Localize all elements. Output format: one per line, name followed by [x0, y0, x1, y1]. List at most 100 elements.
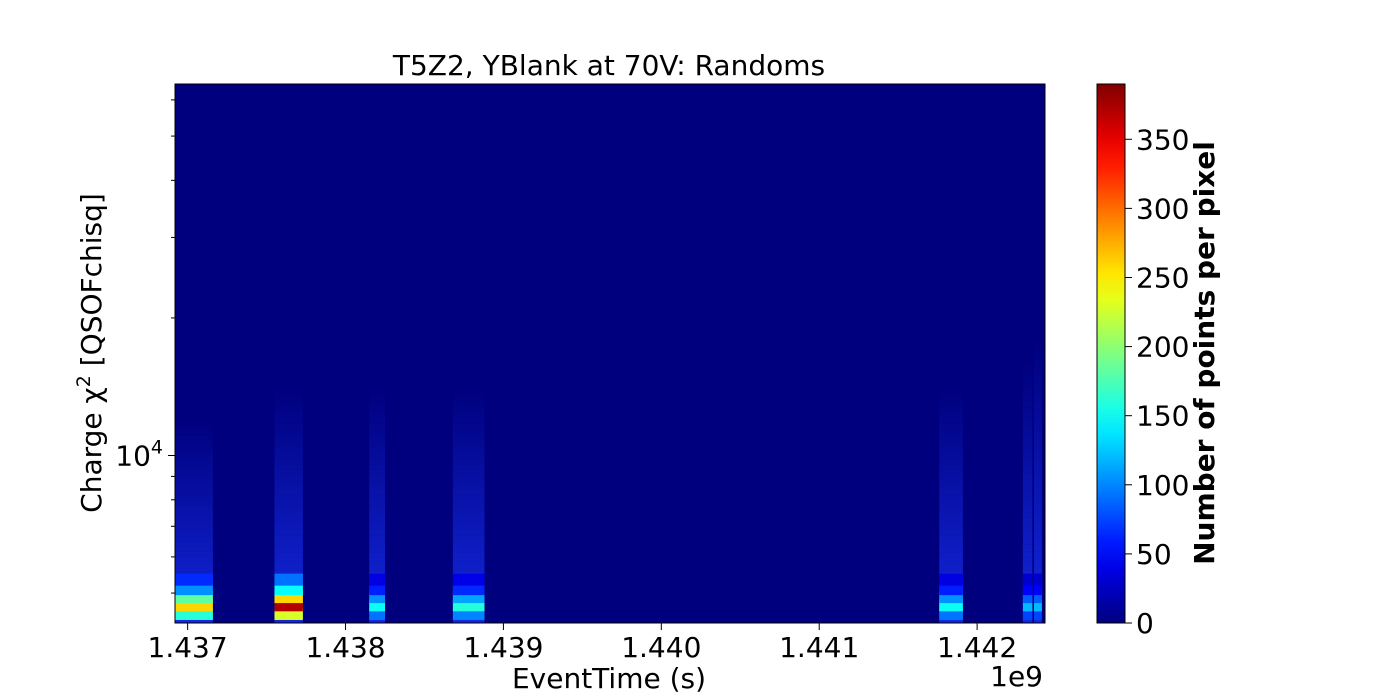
heatmap-cell [1022, 583, 1033, 596]
heatmap-cell [1022, 573, 1033, 586]
heatmap-cell [274, 429, 303, 436]
heatmap-cell [1033, 495, 1042, 503]
heatmap-cell [274, 418, 303, 424]
heatmap-cell [939, 464, 963, 471]
heatmap-cell [274, 617, 303, 623]
heatmap-cell [369, 395, 385, 401]
heatmap-cell [369, 573, 385, 586]
heatmap-cell [369, 400, 385, 407]
heatmap-cell [1022, 512, 1033, 519]
heatmap-cell [1022, 420, 1033, 428]
heatmap-cell [1022, 591, 1033, 604]
heatmap-cell [452, 552, 485, 559]
heatmap-cell [175, 434, 213, 440]
heatmap-cell [1022, 388, 1033, 395]
chart-title: T5Z2, YBlank at 70V: Randoms [392, 49, 825, 82]
heatmap-cell [1022, 551, 1033, 558]
heatmap-cell [1022, 599, 1033, 612]
heatmap-cell [274, 412, 303, 419]
heatmap-cell [274, 488, 303, 495]
heatmap-cell [452, 423, 485, 430]
heatmap-cell [452, 429, 485, 436]
heatmap-cell [274, 535, 303, 542]
heatmap-cell [175, 500, 213, 506]
heatmap-cell [1022, 381, 1033, 389]
heatmap-cell [274, 517, 303, 524]
heatmap-cell [369, 583, 385, 596]
heatmap-cell [939, 470, 963, 477]
heatmap-cell [1022, 466, 1033, 474]
heatmap-cell [369, 418, 385, 424]
heatmap-cell [369, 441, 385, 448]
heatmap-cell [939, 552, 963, 559]
heatmap-cell [1034, 346, 1042, 353]
heatmap-cell [175, 444, 213, 450]
heatmap-cell [452, 447, 485, 454]
heatmap-cell [274, 558, 303, 565]
heatmap-cell [452, 459, 485, 465]
heatmap-cell [1022, 492, 1033, 500]
heatmap-cell [452, 482, 485, 489]
heatmap-cell [939, 453, 963, 460]
heatmap-cell [369, 447, 385, 454]
heatmap-cell [1033, 599, 1042, 612]
heatmap-cell [939, 423, 963, 430]
heatmap-cell [175, 551, 213, 557]
heatmap-cell [369, 453, 385, 460]
heatmap-cell [452, 564, 485, 571]
heatmap-cell [274, 500, 303, 506]
heatmap-cell [452, 535, 485, 542]
heatmap-cell [274, 494, 303, 501]
heatmap-cell [939, 412, 963, 419]
colorbar-tick-label: 300 [1136, 192, 1189, 225]
heatmap-cell [369, 564, 385, 571]
heatmap-cell [1033, 544, 1042, 552]
heatmap-cell [939, 476, 963, 483]
heatmap-cell [452, 400, 485, 407]
x-tick-label: 1.441 [779, 631, 859, 664]
heatmap-cell [939, 564, 963, 571]
y-axis-label: Charge χ2 [QSOFchisq] [73, 193, 108, 513]
heatmap-cell [1033, 537, 1042, 545]
heatmap-cell [369, 429, 385, 436]
heatmap-cell [274, 423, 303, 430]
heatmap-cell [274, 441, 303, 448]
heatmap-cell [939, 523, 963, 530]
heatmap-cell [274, 505, 303, 512]
heatmap-cell [1022, 473, 1033, 480]
heatmap-cell [175, 510, 213, 517]
heatmap-cell [939, 500, 963, 506]
heatmap-cell [452, 441, 485, 448]
colorbar-tick-label: 350 [1136, 123, 1189, 156]
heatmap-cell [1033, 509, 1042, 517]
heatmap-cell [1022, 531, 1033, 539]
heatmap-cell [452, 464, 485, 471]
x-tick-label: 1.439 [463, 631, 543, 664]
heatmap-cell [452, 470, 485, 477]
heatmap-cell [175, 556, 213, 562]
heatmap-cell [1022, 479, 1033, 487]
heatmap-cell [452, 583, 485, 596]
heatmap-cell [175, 429, 213, 435]
heatmap-cell [1022, 433, 1033, 441]
heatmap-cell [175, 454, 213, 461]
heatmap-cell [1033, 388, 1042, 396]
heatmap-cell [1022, 407, 1033, 415]
heatmap-cell [369, 617, 385, 623]
heatmap-cell [452, 573, 485, 586]
heatmap-cell [452, 494, 485, 501]
heatmap-cell [274, 464, 303, 471]
heatmap-cell [175, 546, 213, 552]
heatmap-cell [369, 570, 385, 577]
plot-frame [174, 83, 1046, 624]
heatmap-cell [369, 552, 385, 559]
heatmap-cell [369, 517, 385, 524]
heatmap-cell [1033, 488, 1042, 496]
heatmap-cell [1022, 538, 1033, 545]
heatmap-cell [1033, 480, 1042, 489]
heatmap-cell [453, 395, 485, 401]
heatmap-cell [274, 389, 302, 395]
heatmap-cell [452, 541, 485, 547]
heatmap-cell [274, 564, 303, 571]
heatmap-cell [1033, 573, 1042, 586]
